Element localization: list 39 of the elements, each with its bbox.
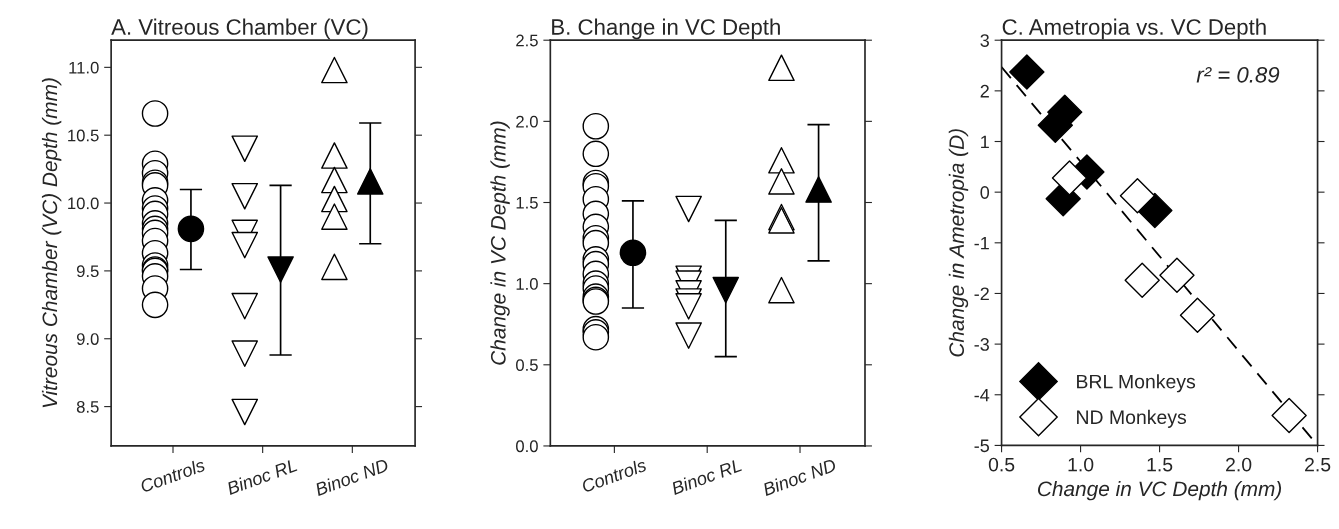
y-axis-title: Change in VC Depth (mm) bbox=[490, 121, 510, 365]
y-tick-label: -5 bbox=[974, 439, 990, 453]
y-tick-label: 1.0 bbox=[516, 278, 538, 290]
x-tick-label: Binoc RL bbox=[670, 458, 743, 496]
y-tick-label: 2.5 bbox=[516, 34, 538, 47]
x-tick-label: 1.5 bbox=[1147, 457, 1173, 472]
x-tick-label: 1.0 bbox=[1068, 457, 1094, 472]
x-tick-label: Binoc ND bbox=[761, 457, 837, 497]
y-tick-label: -4 bbox=[974, 388, 990, 402]
y-tick-label: 8.5 bbox=[76, 401, 99, 413]
x-tick-label: 2.5 bbox=[1305, 457, 1331, 472]
y-tick-label: 9.5 bbox=[76, 265, 99, 278]
x-axis-title: Change in VC Depth (mm) bbox=[1038, 480, 1282, 501]
x-tick-label: Binoc ND bbox=[314, 457, 390, 497]
legend-label: BRL Monkeys bbox=[1077, 374, 1196, 393]
y-tick-label: 9.0 bbox=[76, 333, 99, 345]
y-tick-label: 0.0 bbox=[516, 440, 538, 453]
legend-label: ND Monkeys bbox=[1077, 409, 1187, 428]
y-tick-label: 2.0 bbox=[516, 115, 538, 128]
y-axis-title: Change in Ametropia (D) bbox=[948, 129, 969, 357]
chart-title: B. Change in VC Depth bbox=[552, 18, 780, 40]
annotation: r² = 0.89 bbox=[1196, 66, 1280, 83]
y-axis-title: Vitreous Chamber (VC) Depth (mm) bbox=[41, 78, 62, 408]
y-tick-label: 1 bbox=[981, 135, 989, 149]
chart-title: C. Ametropia vs. VC Depth bbox=[1002, 18, 1266, 40]
y-tick-label: -3 bbox=[974, 338, 989, 351]
x-tick-label: Binoc RL bbox=[225, 458, 298, 496]
y-tick-label: 10.0 bbox=[68, 197, 99, 210]
y-tick-label: -2 bbox=[974, 287, 989, 301]
y-tick-label: 0 bbox=[980, 186, 990, 199]
y-tick-label: 1.5 bbox=[516, 197, 538, 209]
x-tick-label: 2.0 bbox=[1226, 457, 1252, 472]
y-tick-label: 3 bbox=[980, 34, 989, 47]
y-tick-label: 11.0 bbox=[69, 61, 99, 74]
y-tick-label: 10.5 bbox=[68, 129, 99, 142]
y-tick-label: 2 bbox=[980, 84, 989, 98]
y-tick-label: 0.5 bbox=[516, 359, 538, 371]
y-tick-label: -1 bbox=[974, 236, 989, 250]
chart-title: A. Vitreous Chamber (VC) bbox=[111, 18, 368, 40]
